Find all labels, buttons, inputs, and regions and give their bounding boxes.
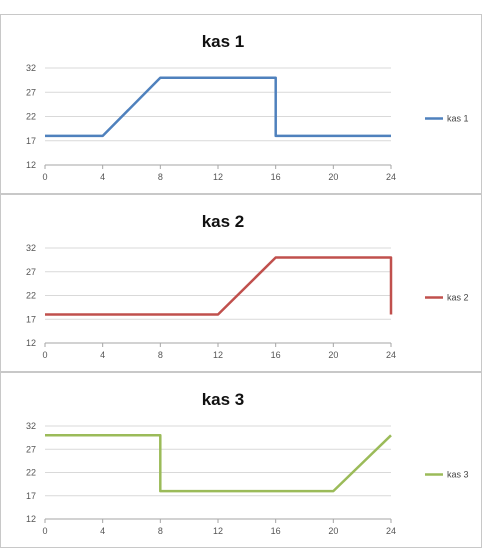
- x-tick-label: 4: [100, 172, 105, 182]
- x-tick-label: 24: [386, 172, 396, 182]
- y-tick-label: 17: [26, 136, 36, 146]
- y-tick-label: 27: [26, 444, 36, 454]
- y-tick-label: 17: [26, 314, 36, 324]
- chart-svg-2: kas 2 12 17 22 27 32 0 4 8 12 16 20 24 kas 2: [26, 212, 469, 360]
- chart-title: kas 3: [202, 390, 245, 409]
- chart-panel-3: kas 3 12 17 22 27 32 0 4 8 12 16 20 24 kas 3: [0, 372, 482, 548]
- y-tick-label: 12: [26, 160, 36, 170]
- x-tick-label: 24: [386, 526, 396, 536]
- y-tick-label: 22: [26, 291, 36, 301]
- chart-panel-2: kas 2 12 17 22 27 32 0 4 8 12 16 20 24 kas 2: [0, 194, 482, 372]
- chart-title: kas 1: [202, 32, 245, 51]
- x-tick-label: 0: [42, 526, 47, 536]
- y-tick-label: 22: [26, 468, 36, 478]
- x-tick-label: 16: [271, 526, 281, 536]
- y-tick-label: 12: [26, 338, 36, 348]
- chart-svg-1: kas 1 12 17 22 27 32 0 4 8 12 16 20 24 kas 1: [26, 32, 469, 182]
- legend-label: kas 1: [447, 114, 469, 124]
- x-tick-label: 4: [100, 350, 105, 360]
- series-line: [45, 76, 391, 138]
- series-line: [45, 434, 392, 493]
- x-tick-label: 0: [42, 350, 47, 360]
- x-tick-label: 20: [328, 526, 338, 536]
- x-tick-label: 24: [386, 350, 396, 360]
- x-tick-label: 16: [271, 172, 281, 182]
- y-tick-label: 22: [26, 112, 36, 122]
- chart-title: kas 2: [202, 212, 245, 231]
- chart-svg-3: kas 3 12 17 22 27 32 0 4 8 12 16 20 24 kas 3: [26, 390, 469, 536]
- legend-label: kas 3: [447, 470, 469, 480]
- x-tick-label: 16: [271, 350, 281, 360]
- x-tick-label: 12: [213, 172, 223, 182]
- y-tick-label: 27: [26, 87, 36, 97]
- x-tick-label: 4: [100, 526, 105, 536]
- y-tick-label: 12: [26, 514, 36, 524]
- x-tick-label: 0: [42, 172, 47, 182]
- series-line: [45, 256, 393, 316]
- x-tick-label: 12: [213, 350, 223, 360]
- y-tick-label: 32: [26, 63, 36, 73]
- x-tick-label: 8: [158, 350, 163, 360]
- y-tick-label: 17: [26, 491, 36, 501]
- y-tick-label: 32: [26, 243, 36, 253]
- y-tick-label: 27: [26, 267, 36, 277]
- x-tick-label: 20: [328, 172, 338, 182]
- legend-label: kas 2: [447, 293, 469, 303]
- x-tick-label: 20: [328, 350, 338, 360]
- y-tick-label: 32: [26, 421, 36, 431]
- chart-panel-1: kas 1 12 17 22 27 32 0 4 8 12 16 20 24 kas 1: [0, 14, 482, 194]
- x-tick-label: 12: [213, 526, 223, 536]
- x-tick-label: 8: [158, 526, 163, 536]
- x-tick-label: 8: [158, 172, 163, 182]
